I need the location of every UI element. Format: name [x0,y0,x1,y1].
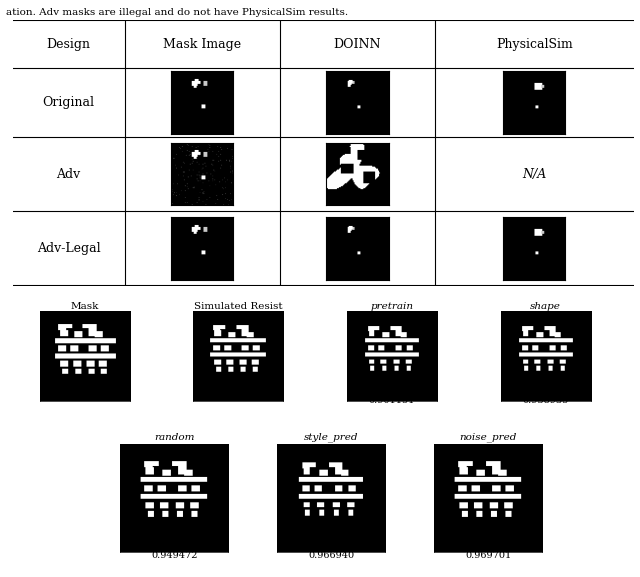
Text: Adv-Legal: Adv-Legal [37,242,100,255]
Text: 0.949472: 0.949472 [151,551,198,560]
Text: 0.938935: 0.938935 [522,396,569,405]
Text: PhysicalSim: PhysicalSim [496,38,573,51]
Text: noise_pred: noise_pred [460,433,516,442]
Text: style_pred: style_pred [304,433,358,442]
Text: Design: Design [47,38,91,51]
Text: ation. Adv masks are illegal and do not have PhysicalSim results.: ation. Adv masks are illegal and do not … [6,9,349,17]
Text: Mask: Mask [70,302,99,310]
Text: Adv: Adv [56,168,81,181]
Text: Original: Original [43,96,95,109]
Text: Simulated Resist: Simulated Resist [194,302,283,310]
Text: N/A: N/A [522,168,547,181]
Text: pretrain: pretrain [371,302,413,310]
Text: Mask Image: Mask Image [163,38,241,51]
Text: DOINN: DOINN [333,38,381,51]
Text: 0.966940: 0.966940 [308,551,355,560]
Text: random: random [154,433,195,441]
Text: 0.969701: 0.969701 [465,551,511,560]
Text: 0.901151: 0.901151 [369,396,415,405]
Text: shape: shape [530,302,561,310]
